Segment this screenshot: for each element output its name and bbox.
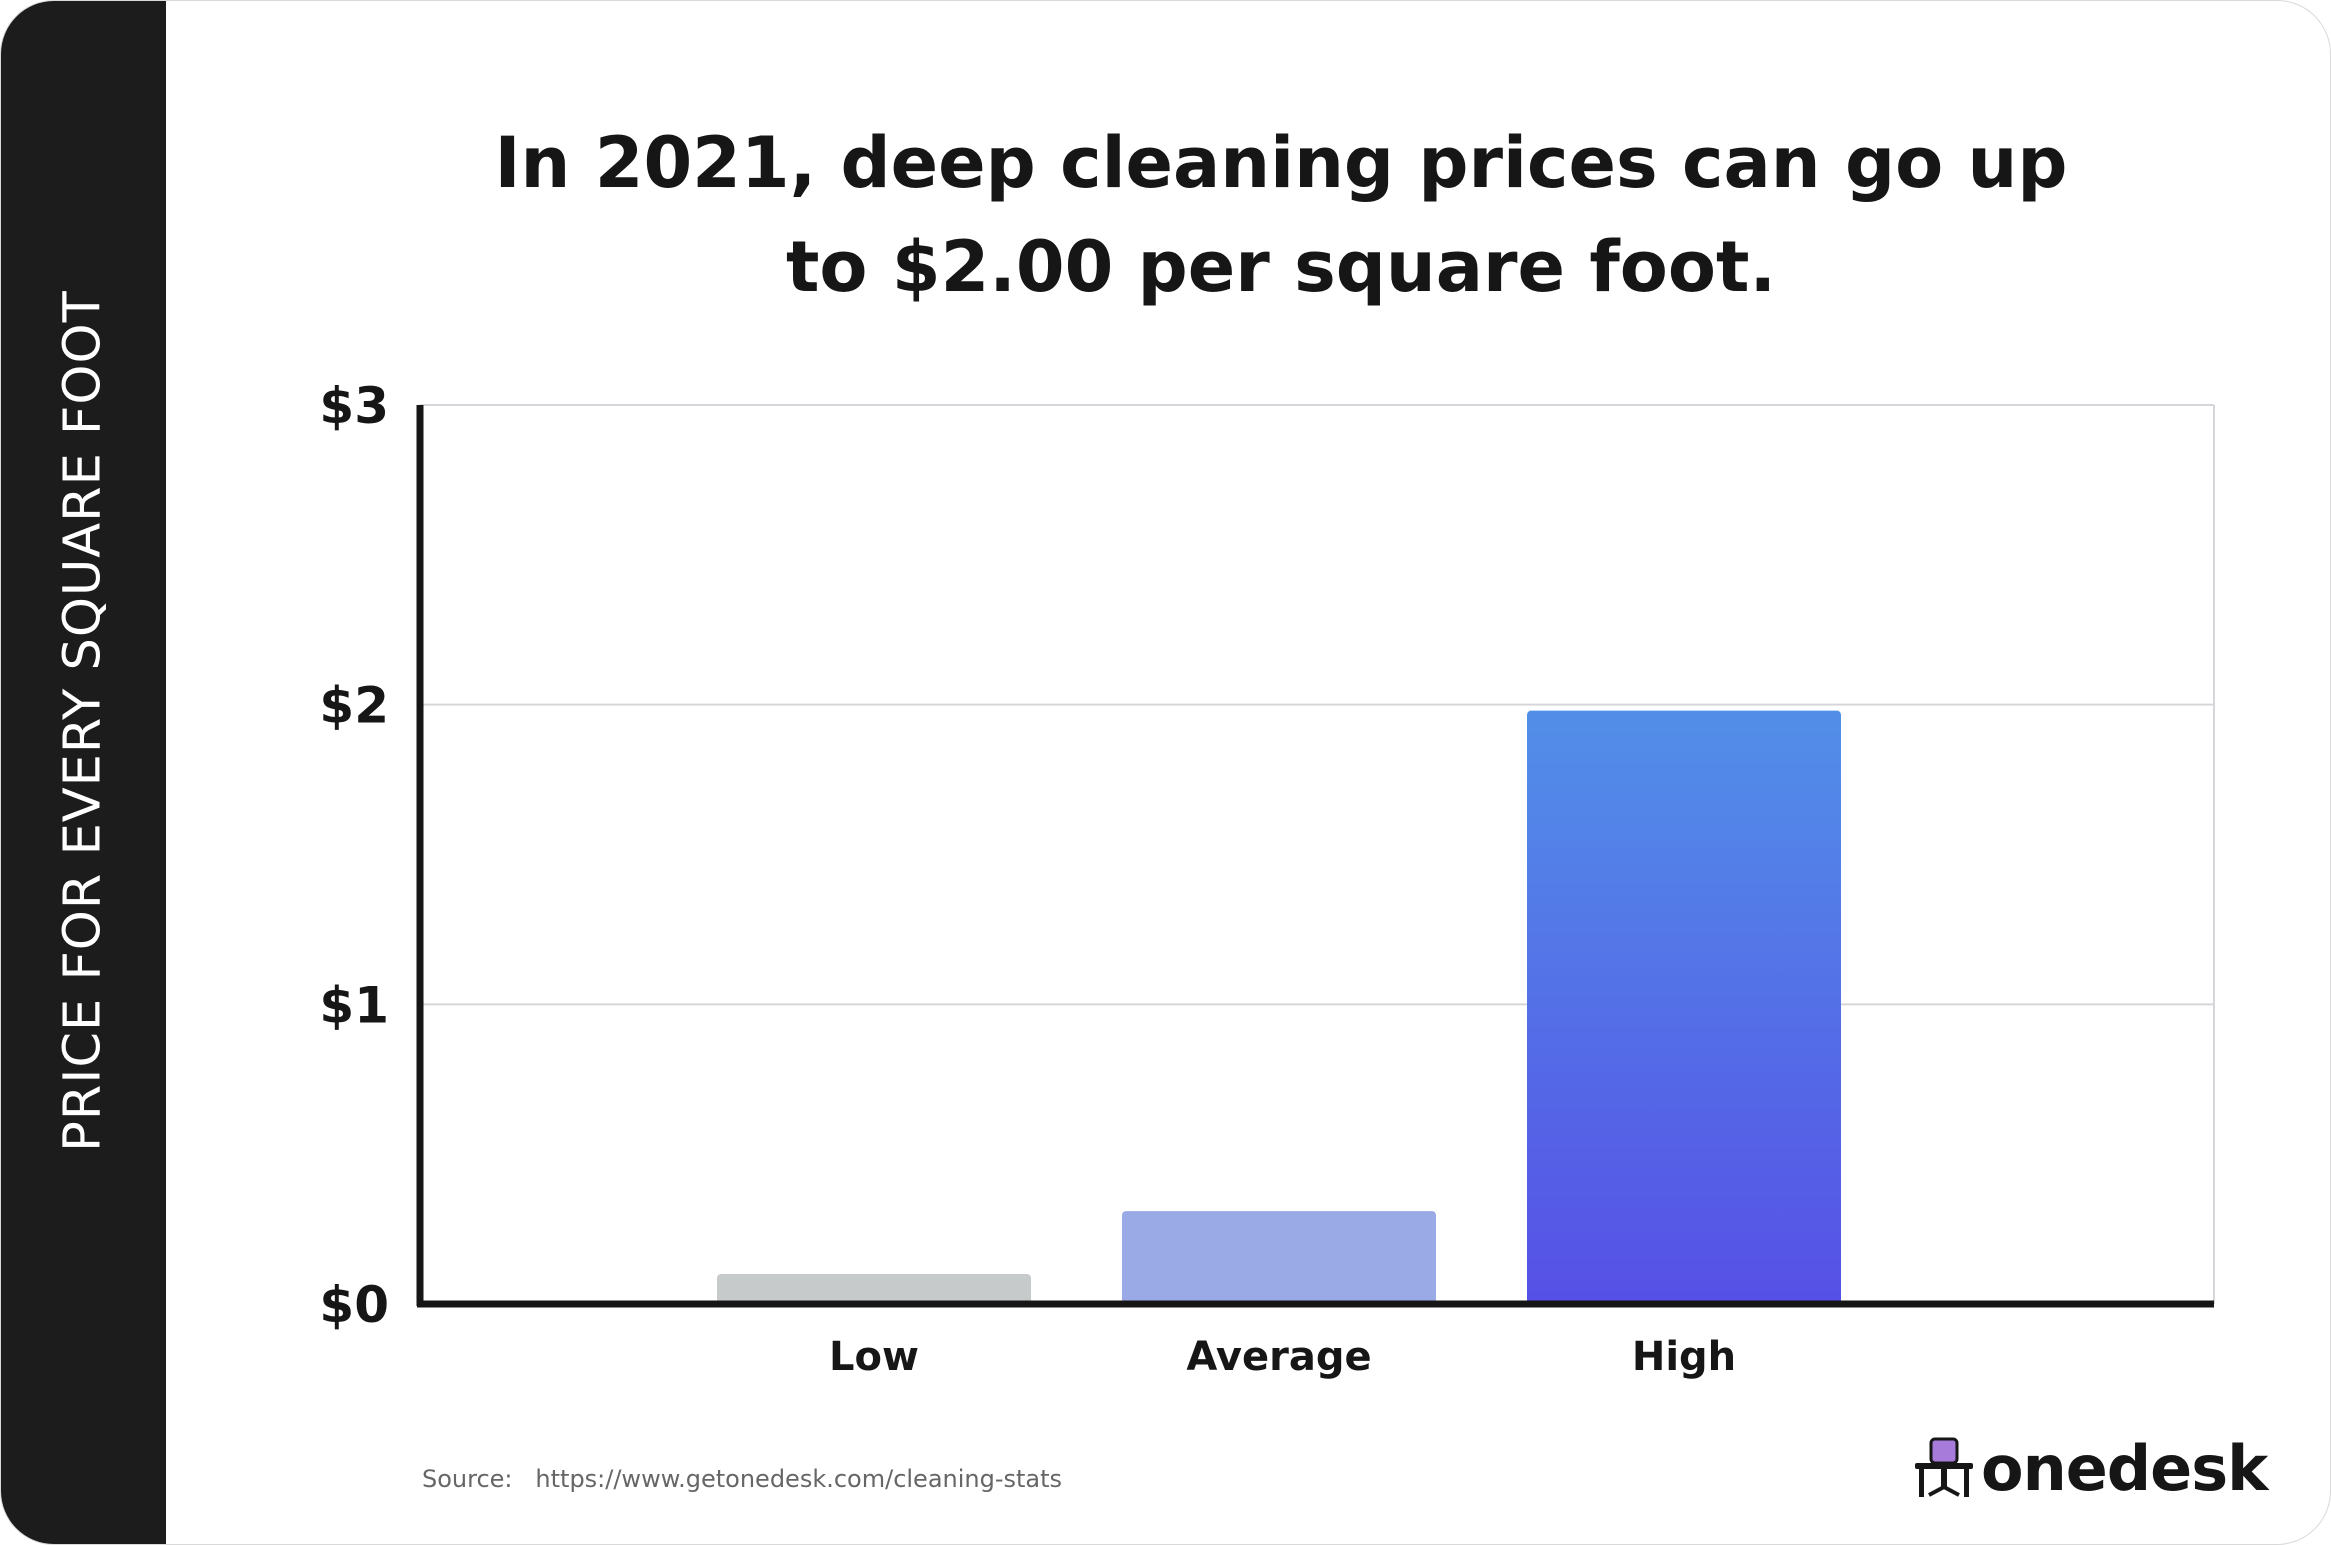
y-tick-labels: $0 $1 $2 $3 <box>319 377 389 1334</box>
bars <box>717 710 1841 1304</box>
y-tick-label: $3 <box>319 377 389 435</box>
x-tick-label-low: Low <box>829 1334 919 1380</box>
source-note: Source: https://www.getonedesk.com/clean… <box>422 1465 1062 1493</box>
logo-wordmark: onedesk <box>1981 1431 2268 1505</box>
chart-title-line-2: to $2.00 per square foot. <box>785 226 1777 308</box>
bar-high <box>1527 710 1841 1304</box>
y-axis-sidebar: PRICE FOR EVERY SQUARE FOOT <box>1 1 166 1544</box>
desk-chair-icon <box>1915 1437 1973 1497</box>
bar-low <box>717 1274 1031 1304</box>
y-tick-label: $1 <box>319 976 389 1034</box>
chart-title: In 2021, deep cleaning prices can go up … <box>421 111 2141 319</box>
bar-average <box>1122 1211 1436 1304</box>
x-tick-labels: Low Average High <box>829 1334 1736 1380</box>
y-tick-label: $2 <box>319 677 389 735</box>
onedesk-logo: onedesk <box>1913 1431 2268 1505</box>
x-tick-label-high: High <box>1632 1334 1736 1380</box>
grid-lines <box>420 404 2215 1304</box>
source-label: Source: <box>422 1465 513 1493</box>
x-tick-label-average: Average <box>1186 1334 1371 1380</box>
chart-title-line-1: In 2021, deep cleaning prices can go up <box>494 122 2068 204</box>
source-url: https://www.getonedesk.com/cleaning-stat… <box>535 1465 1063 1493</box>
y-tick-label: $0 <box>319 1276 389 1334</box>
axes <box>416 405 2214 1308</box>
